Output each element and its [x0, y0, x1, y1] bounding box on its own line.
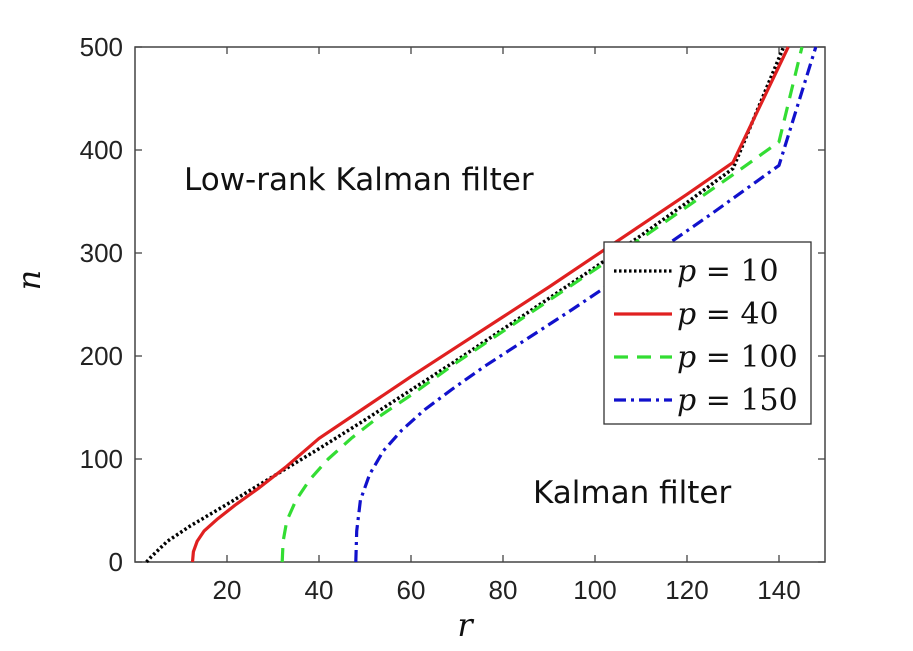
legend-box [603, 241, 812, 425]
series-line-p10 [145, 46, 786, 564]
x-tick-label: 60 [397, 575, 426, 605]
x-tick-label: 120 [665, 575, 708, 605]
annotation-kalman-filter: Kalman filter [533, 475, 731, 511]
series-line-p40 [190, 46, 790, 563]
y-tick-label: 0 [109, 547, 123, 577]
annotation-low-rank-kalman: Low-rank Kalman filter [184, 162, 534, 198]
legend-label-p10: p = 10 [677, 254, 779, 289]
x-axis-label: r [457, 606, 474, 644]
x-tick-label: 40 [305, 575, 334, 605]
series-lines [145, 46, 818, 564]
x-tick-label: 100 [573, 575, 616, 605]
y-tick-label: 200 [80, 341, 123, 371]
x-tick-label: 140 [757, 575, 800, 605]
x-tick-label: 20 [213, 575, 242, 605]
y-tick-label: 100 [80, 444, 123, 474]
y-tick-label: 500 [80, 32, 123, 62]
y-axis-label: n [10, 270, 48, 291]
axis-ticks: 20 40 60 80 100 120 140 0 100 200 300 400 500 [80, 32, 825, 605]
legend-label-p40: p = 40 [677, 297, 779, 332]
series-line-p150 [354, 46, 818, 563]
y-tick-label: 400 [80, 135, 123, 165]
legend: p = 10 p = 40 p = 100 p = 150 [603, 241, 812, 425]
series-line-p100 [280, 46, 804, 563]
x-tick-label: 80 [489, 575, 518, 605]
legend-label-p150: p = 150 [677, 383, 798, 418]
legend-label-p100: p = 100 [677, 340, 798, 375]
y-tick-label: 300 [80, 238, 123, 268]
